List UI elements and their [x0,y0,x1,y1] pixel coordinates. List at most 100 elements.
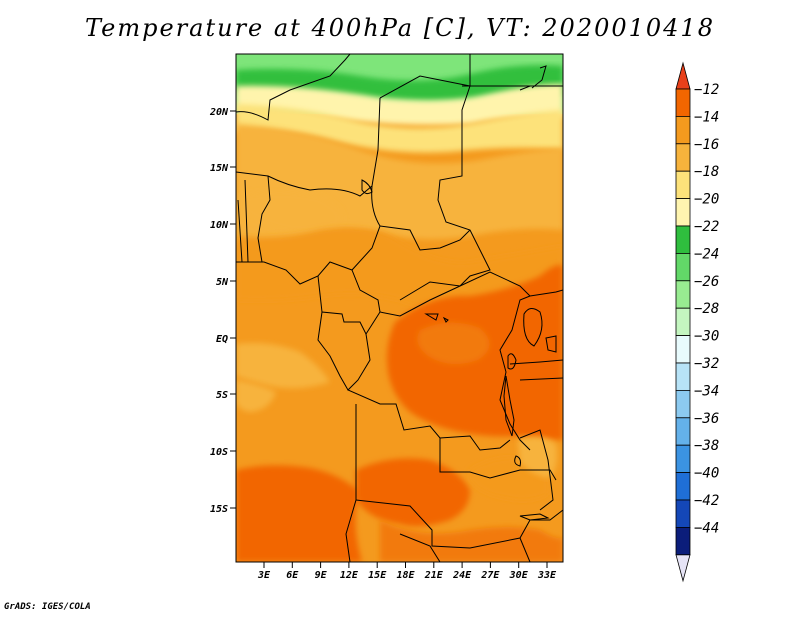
lat-tick-label: EQ [216,334,228,345]
border-tanzania-malawi [519,429,554,511]
colorbar-label: −34 [694,383,719,399]
latitude-axis: 20N 15N 10N 5N EQ 5S 10S 15S [209,107,236,515]
border-drc-angola [347,333,511,451]
lon-tick-label: 6E [286,570,299,581]
border-gabon-congo [317,311,349,391]
lat-tick-label: 10N [210,220,229,231]
colorbar-segment [675,143,691,172]
colorbar-label: −16 [694,137,719,153]
border-chad-car [379,225,471,251]
lake-kariba [519,513,550,521]
lat-tick-label: 20N [209,107,229,118]
lat-tick-label: 5N [216,277,229,288]
field-band-yellow [236,104,563,153]
border-benin-togo [257,175,271,263]
colorbar-label: −40 [694,466,719,482]
colorbar-segment [675,280,691,309]
border-niger-libya [379,54,471,99]
nile-delta-outline [531,65,547,89]
river-congo-bend [424,313,449,323]
border-drc-east [499,295,531,451]
field-patch-orange-light-sw [236,380,276,412]
field-warm-south-east [380,520,563,562]
colorbar-segment [675,225,691,254]
colorbar-label: −44 [694,520,719,536]
colorbar-label: −26 [694,274,719,290]
colorbar-segment [675,116,691,145]
colorbar-label: −24 [694,246,719,262]
field-patch-orange-light-west [240,191,343,234]
lon-tick-label: 30E [509,570,529,581]
colorbar-segment [675,499,691,528]
lake-kyoga [545,335,557,353]
lon-tick-label: 18E [396,570,415,581]
colorbar-label: −20 [694,192,719,208]
lon-tick-label: 12E [340,570,359,581]
border-angola-west [345,404,357,562]
colorbar-label: −38 [694,438,719,454]
lon-tick-label: 21E [424,570,444,581]
field-band-orange [236,227,563,308]
border-algeria-mali [236,54,351,121]
field-patch-orange-light-coast [236,343,330,389]
colorbar-segment [675,307,691,337]
colorbar-segment [675,417,691,446]
temperature-field [236,54,563,562]
colorbar: −12 −14 −16 −18 −20 −22 −24 −26 −28 −30 −32 −34 −36 −… [675,61,719,583]
border-angola-zambia [439,438,557,481]
field-warm-south-west [236,465,362,562]
colorbar-label: −36 [694,411,719,427]
lake-mweru [514,455,521,467]
credit-label: GrADS: IGES/COLA [4,602,91,612]
lon-tick-label: 27E [480,570,500,581]
colorbar-top-arrow [675,61,691,90]
lon-tick-label: 15E [368,570,387,581]
colorbar-label: −12 [694,82,719,98]
colorbar-segment [675,472,691,501]
colorbar-segment [675,88,691,117]
lat-tick-label: 10S [210,447,228,458]
lon-tick-label: 9E [315,570,328,581]
colorbar-segment [675,527,691,556]
colorbar-segment [675,444,691,474]
border-chad-sudan [399,85,491,301]
lat-tick-label: 15N [210,163,229,174]
map-frame [235,53,564,563]
colorbar-segment [675,252,691,282]
field-warm-south-central [356,458,470,527]
chart-title: Temperature at 400hPa [C], VT: 202001041… [85,14,715,42]
colorbar-bottom-arrow [675,554,691,583]
border-zambia-south [355,499,563,549]
colorbar-label: −30 [694,329,719,345]
border-nigeria [236,185,381,285]
lon-tick-label: 24E [452,570,472,581]
border-car-drc [351,269,531,317]
colorbar-label: −18 [694,164,719,180]
country-borders [236,54,563,562]
lake-kivu [507,353,517,370]
colorbar-label: −32 [694,356,719,372]
colorbar-segment [675,335,691,364]
colorbar-label: −28 [694,301,719,317]
colorbar-segment [675,389,691,419]
lon-tick-label: 3E [257,570,271,581]
field-patch-orange-deep [417,322,490,365]
lake-tanganyika [503,375,515,437]
colorbar-label: −42 [694,493,719,509]
colorbar-segment [675,170,691,199]
colorbar-label: −22 [694,219,719,235]
lat-tick-label: 15S [210,504,228,515]
colorbar-segment [675,198,691,227]
border-niger-chad-south [236,97,381,197]
border-northeast [519,85,563,91]
border-ghana [237,179,249,263]
border-uganda-north [529,289,563,297]
colorbar-label: −14 [694,109,719,125]
lake-victoria [523,308,543,347]
lakes [361,65,557,521]
lake-chad [361,179,373,195]
lat-tick-label: 5S [216,390,228,401]
border-namibia-botswana [399,533,531,562]
colorbar-segment [675,362,691,391]
